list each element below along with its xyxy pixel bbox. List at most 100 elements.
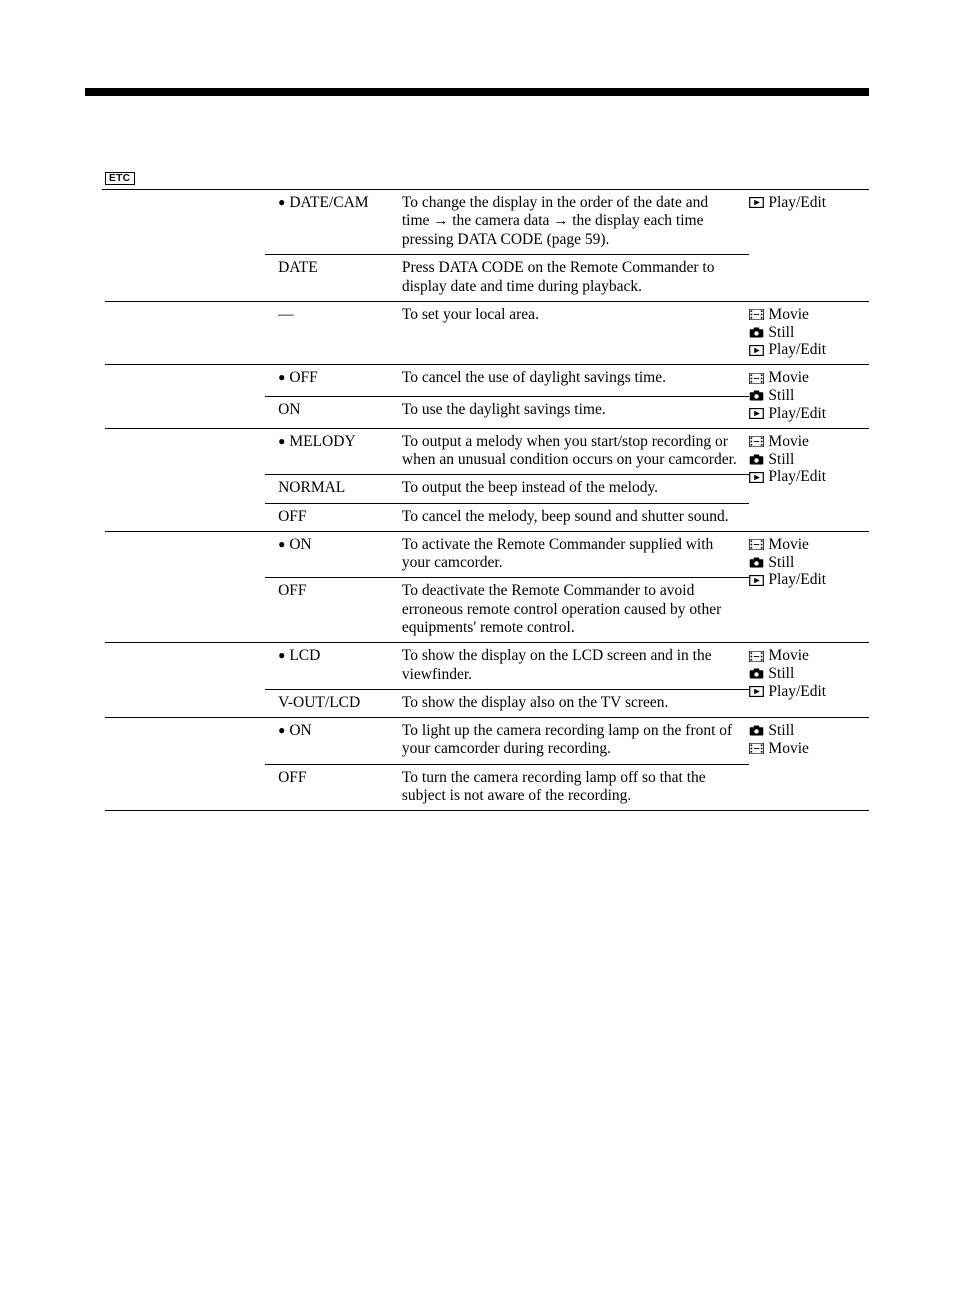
mode-label: Movie [768,647,808,665]
desc-text: the camera data [448,212,553,229]
setting-label: OFF [278,769,306,786]
desc-text: To light up the camera recording lamp on… [402,722,732,757]
play_edit-icon [749,472,764,483]
mode-label: Still [768,387,794,405]
setting-cell: ON [265,396,402,428]
menu-cell [105,190,265,301]
mode-line: Movie [749,536,869,554]
setting-cell: DATE/CAM [265,190,402,255]
menu-cell [105,531,265,642]
mode-label: Still [768,554,794,572]
mode-line: Still [749,665,869,683]
setting-cell: OFF [265,764,402,811]
mode-label: Still [768,451,794,469]
setting-label: LCD [289,647,320,664]
mode-label: Still [768,665,794,683]
setting-cell: NORMAL [265,475,402,503]
desc-cell: To turn the camera recording lamp off so… [402,764,750,811]
desc-cell: To use the daylight savings time. [402,396,750,428]
play_edit-icon [749,197,764,208]
menu-cell [105,428,265,531]
setting-label: V-OUT/LCD [278,694,360,711]
setting-cell: ON [265,531,402,578]
desc-text: Press DATA CODE on the Remote Commander … [402,259,715,294]
table-row: DATE/CAM To change the display in the ord… [105,190,869,255]
setting-cell: LCD [265,643,402,690]
movie-icon [749,539,764,550]
setting-cell: DATE [265,255,402,302]
mode-label: Movie [768,740,808,758]
mode-line: Movie [749,433,869,451]
mode-cell: StillMovie [749,718,869,811]
default-bullet [278,647,289,664]
default-bullet [278,536,289,553]
still-icon [749,668,764,679]
movie-icon [749,436,764,447]
desc-cell: To light up the camera recording lamp on… [402,718,750,765]
settings-table: DATE/CAM To change the display in the ord… [105,190,869,811]
mode-label: Play/Edit [768,341,826,359]
setting-label: — [278,306,294,323]
mode-label: Play/Edit [768,194,826,212]
mode-label: Play/Edit [768,405,826,423]
desc-cell: Press DATA CODE on the Remote Commander … [402,255,750,302]
play_edit-icon [749,345,764,356]
desc-cell: To output a melody when you start/stop r… [402,428,750,475]
setting-label: DATE [278,259,318,276]
desc-text: To cancel the use of daylight savings ti… [402,369,666,386]
mode-label: Play/Edit [768,571,826,589]
setting-cell: MELODY [265,428,402,475]
movie-icon [749,651,764,662]
mode-line: Still [749,451,869,469]
desc-cell: To deactivate the Remote Commander to av… [402,578,750,643]
desc-text: To set your local area. [402,306,539,323]
desc-text: To output a melody when you start/stop r… [402,433,737,468]
desc-cell: To activate the Remote Commander supplie… [402,531,750,578]
table-row: OFF To cancel the use of daylight savings… [105,365,869,397]
desc-text: To deactivate the Remote Commander to av… [402,582,721,636]
table-row: ONTo activate the Remote Commander suppl… [105,531,869,578]
desc-text: To use the daylight savings time. [402,401,606,418]
setting-label: OFF [278,582,306,599]
mode-label: Movie [768,433,808,451]
setting-label: OFF [289,369,317,386]
setting-label: NORMAL [278,479,345,496]
content-area: ETC DATE/CAMTo change the display in the… [105,168,869,811]
table-row: LCD To show the display on the LCD screen… [105,643,869,690]
desc-cell: To show the display on the LCD screen an… [402,643,750,690]
mode-line: Movie [749,647,869,665]
setting-label: MELODY [289,433,355,450]
mode-line: Play/Edit [749,405,869,423]
mode-label: Movie [768,306,808,324]
desc-cell: To change the display in the order of th… [402,190,750,255]
table-row: —To set your local area.MovieStillPlay/E… [105,301,869,364]
play_edit-icon [749,575,764,586]
movie-icon [749,309,764,320]
mode-label: Play/Edit [768,468,826,486]
setting-cell: OFF [265,578,402,643]
setting-label: ON [278,401,300,418]
default-bullet [278,722,289,739]
setting-cell: OFF [265,503,402,531]
desc-text: To output the beep instead of the melody… [402,479,658,496]
arrow-icon: → [553,213,568,229]
setting-cell: OFF [265,365,402,397]
header-thick-rule [85,88,869,96]
still-icon [749,725,764,736]
still-icon [749,557,764,568]
play_edit-icon [749,408,764,419]
play_edit-icon [749,686,764,697]
desc-cell: To cancel the melody, beep sound and shu… [402,503,750,531]
desc-cell: To cancel the use of daylight savings ti… [402,365,750,397]
mode-line: Still [749,554,869,572]
mode-line: Still [749,387,869,405]
movie-icon [749,373,764,384]
setting-label: DATE/CAM [289,194,368,211]
mode-cell: MovieStillPlay/Edit [749,365,869,428]
mode-line: Movie [749,740,869,758]
mode-line: Movie [749,369,869,387]
mode-label: Movie [768,536,808,554]
setting-cell: V-OUT/LCD [265,689,402,717]
still-icon [749,454,764,465]
still-icon [749,327,764,338]
